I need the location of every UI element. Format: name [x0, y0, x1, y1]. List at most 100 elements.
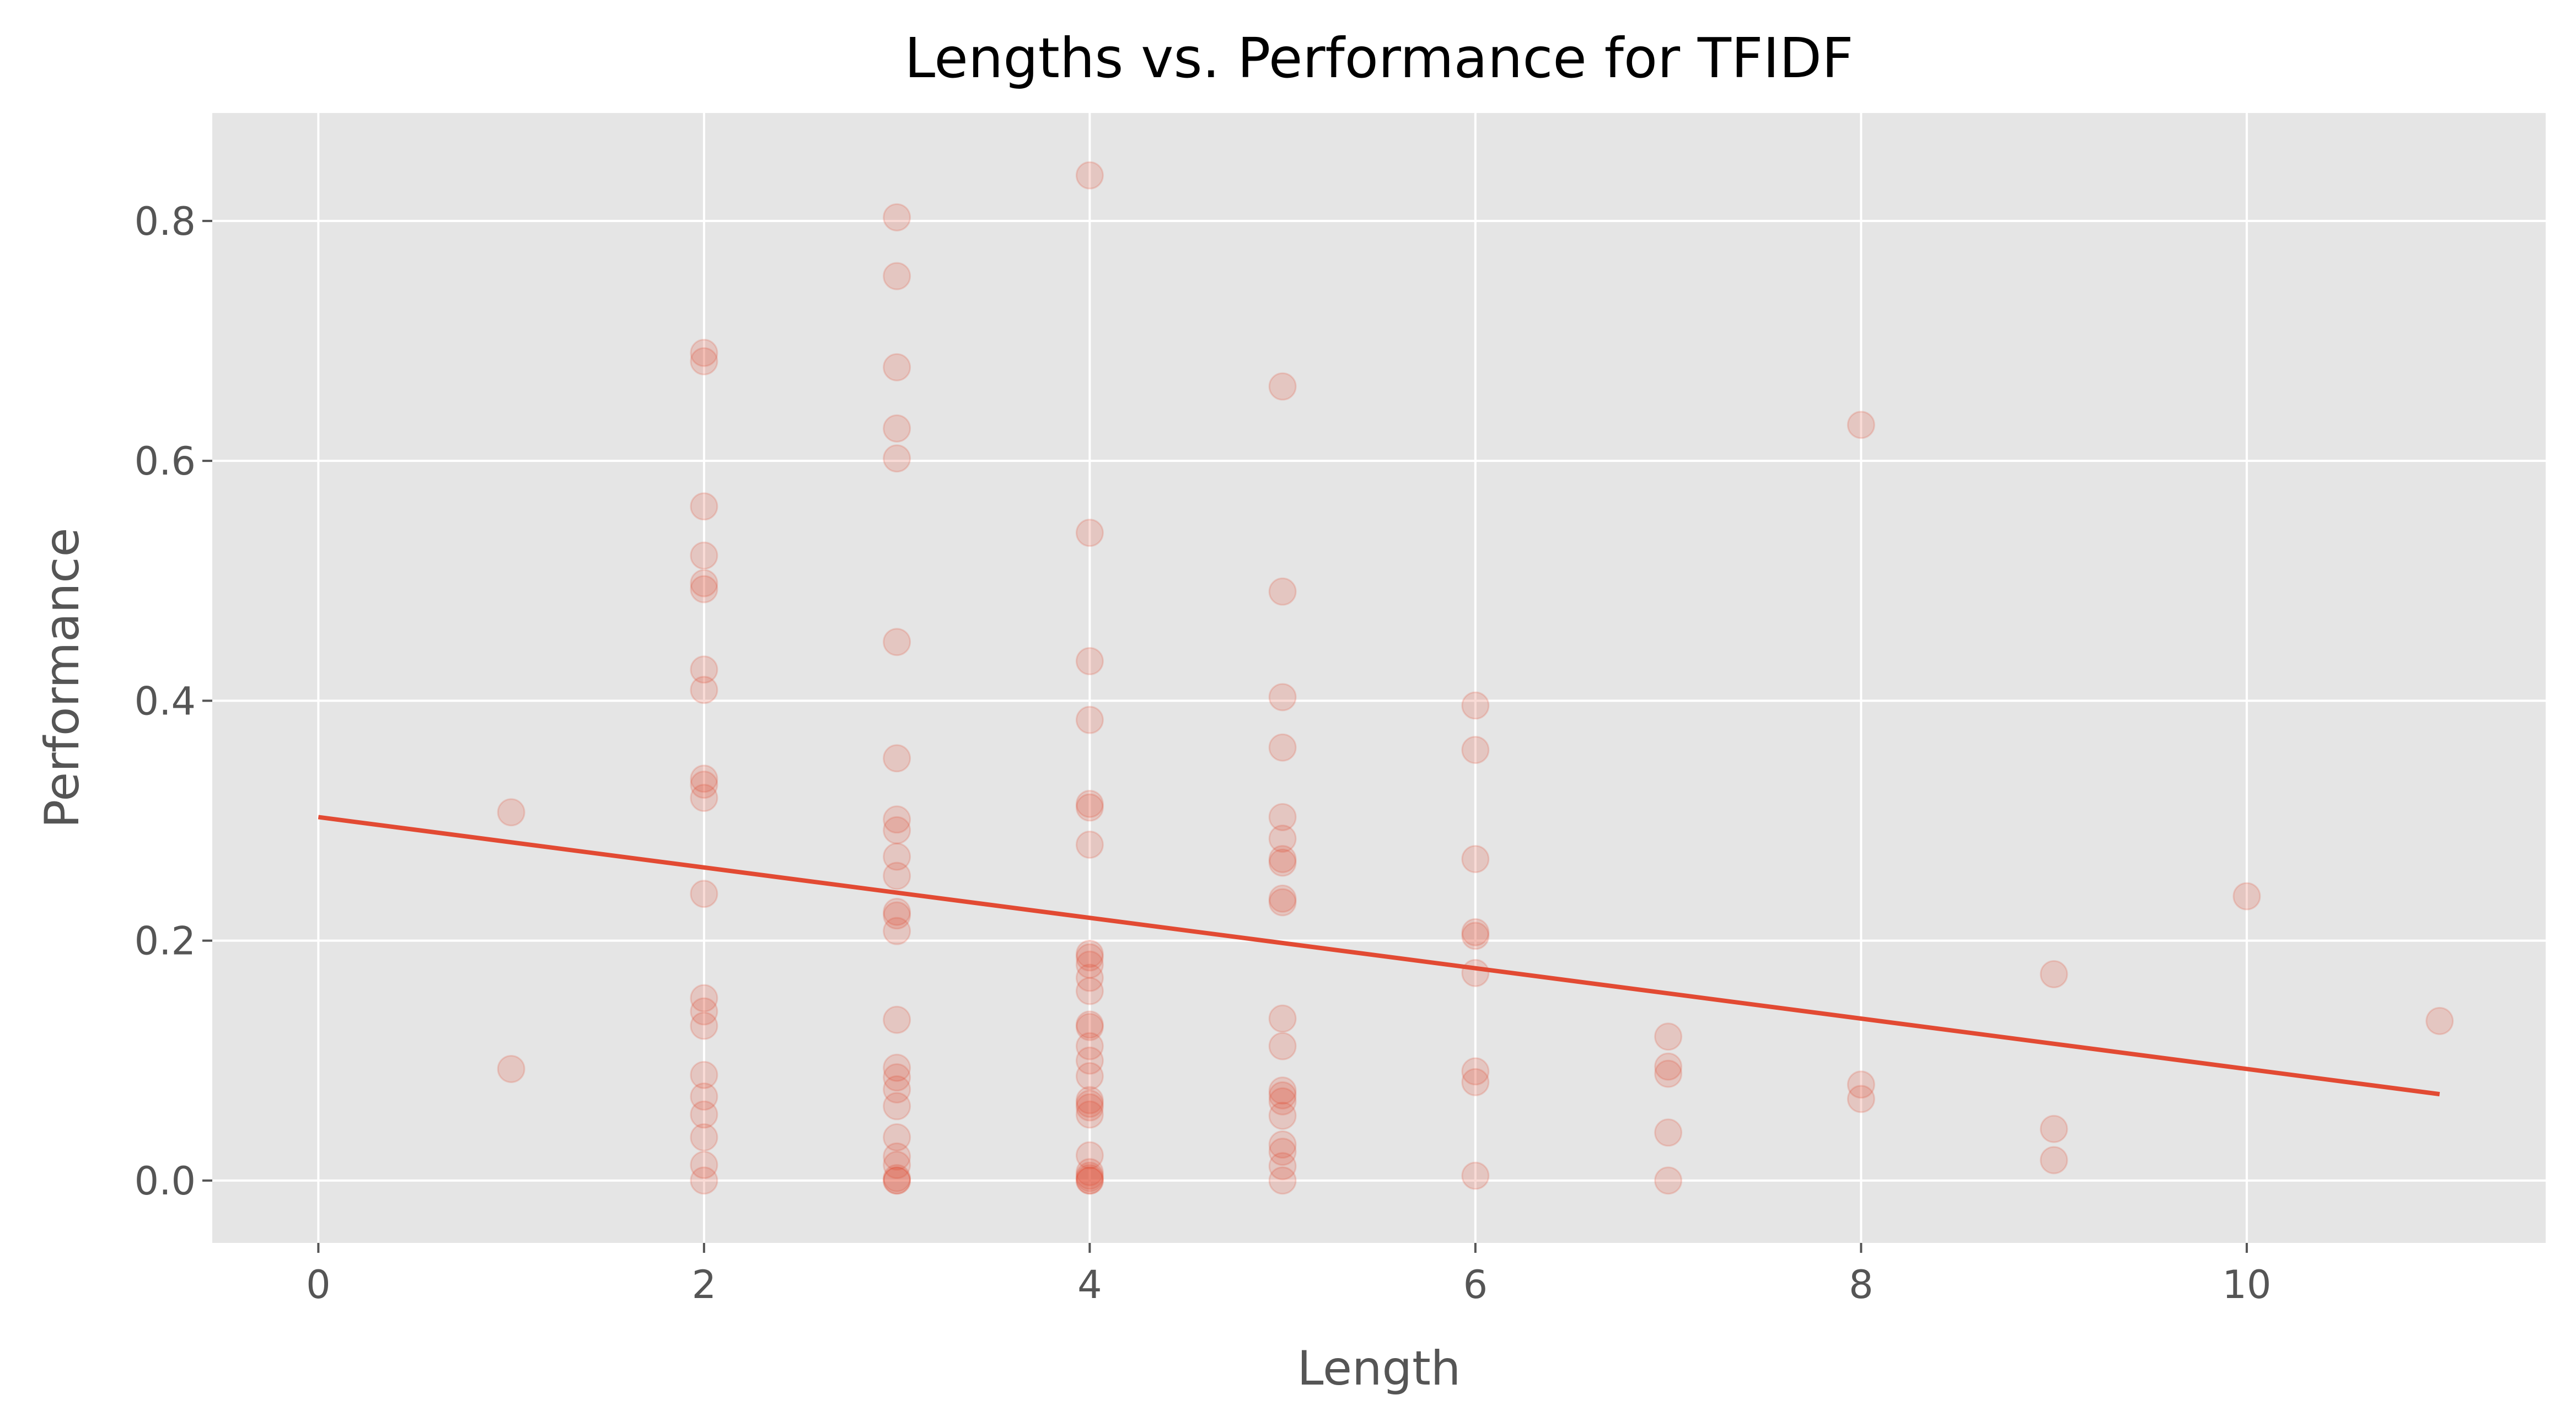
data-point: [497, 1054, 525, 1083]
data-point: [1075, 793, 1104, 822]
data-point: [883, 744, 911, 773]
data-point: [1268, 848, 1297, 877]
data-point: [690, 492, 718, 521]
data-point: [1075, 647, 1104, 676]
data-point: [2040, 1114, 2068, 1143]
data-point: [1075, 1141, 1104, 1170]
data-point: [1461, 691, 1490, 720]
data-point: [1461, 1068, 1490, 1096]
data-point: [690, 1060, 718, 1089]
data-point: [1847, 1070, 1875, 1099]
axis-ticks: 0 2 4 6 8 10 0.0 0.2 0.4 0.6 0.8: [135, 199, 2272, 1307]
data-point: [1847, 1085, 1875, 1113]
data-point: [1075, 1100, 1104, 1129]
data-point: [1847, 411, 1875, 439]
data-point: [1075, 161, 1104, 190]
x-tick-label: 4: [1077, 1262, 1102, 1307]
data-point: [1654, 1059, 1683, 1088]
data-point: [883, 805, 911, 834]
data-point: [1075, 943, 1104, 972]
data-point: [883, 203, 911, 231]
data-point: [1075, 950, 1104, 979]
data-point: [1268, 803, 1297, 831]
data-point: [883, 897, 911, 926]
data-point: [1461, 922, 1490, 950]
data-point: [883, 1053, 911, 1082]
data-point: [1075, 977, 1104, 1005]
data-point: [690, 1083, 718, 1111]
data-point: [1268, 884, 1297, 913]
data-point: [497, 798, 525, 827]
data-point: [1268, 1004, 1297, 1033]
data-point: [1075, 1164, 1104, 1192]
data-point: [883, 901, 911, 930]
data-point: [1075, 963, 1104, 992]
data-point: [1075, 1166, 1104, 1195]
data-point: [2040, 960, 2068, 989]
data-point: [690, 1011, 718, 1040]
x-axis-label: Length: [1297, 1341, 1461, 1396]
data-point: [690, 569, 718, 597]
x-tick-label: 0: [306, 1262, 331, 1307]
data-point: [1268, 1081, 1297, 1110]
data-point: [883, 1075, 911, 1103]
data-point: [1268, 1076, 1297, 1105]
data-point: [690, 1100, 718, 1129]
y-axis-label: Performance: [35, 528, 90, 828]
data-point: [1461, 1161, 1490, 1190]
data-point: [690, 655, 718, 684]
y-tick-label: 0.4: [135, 679, 196, 724]
data-point: [1268, 1138, 1297, 1166]
data-point: [883, 262, 911, 290]
grid: [212, 113, 2546, 1243]
data-point: [690, 676, 718, 704]
data-point: [883, 842, 911, 871]
data-point: [1654, 1022, 1683, 1051]
data-point: [1461, 1057, 1490, 1086]
data-point: [1075, 1013, 1104, 1041]
data-point: [1075, 1046, 1104, 1075]
data-point: [1268, 825, 1297, 853]
data-point: [1268, 577, 1297, 606]
data-point: [1075, 1166, 1104, 1195]
data-point: [1268, 1032, 1297, 1060]
data-point: [690, 1123, 718, 1151]
data-point: [1075, 1062, 1104, 1091]
data-point: [1075, 940, 1104, 968]
data-point: [883, 1092, 911, 1121]
data-point: [690, 1151, 718, 1180]
data-point: [2040, 1146, 2068, 1175]
data-point: [690, 764, 718, 793]
trend-line: [318, 815, 2440, 1097]
y-tick-label: 0.6: [135, 439, 196, 484]
data-point: [690, 880, 718, 908]
data-point: [883, 1005, 911, 1034]
data-point: [883, 1164, 911, 1192]
data-point: [883, 816, 911, 844]
data-point: [883, 1142, 911, 1171]
data-point: [1075, 1090, 1104, 1118]
data-point: [1268, 888, 1297, 917]
data-point: [883, 353, 911, 381]
data-point: [1075, 1010, 1104, 1039]
data-point: [1461, 736, 1490, 764]
data-point: [1268, 1152, 1297, 1181]
data-point: [1075, 790, 1104, 818]
data-point: [883, 414, 911, 443]
data-point: [1268, 683, 1297, 712]
data-point: [1268, 1166, 1297, 1195]
data-point: [1075, 519, 1104, 547]
chart-title: Lengths vs. Performance for TFIDF: [904, 26, 1853, 90]
data-point: [1268, 1087, 1297, 1116]
x-tick-label: 10: [2222, 1262, 2271, 1307]
data-point: [1075, 1093, 1104, 1122]
data-point: [883, 917, 911, 945]
data-point: [1461, 845, 1490, 874]
data-point: [1461, 958, 1490, 987]
data-point: [1075, 706, 1104, 734]
data-point: [1268, 372, 1297, 401]
data-point: [690, 338, 718, 367]
plot-area: [212, 113, 2546, 1243]
data-point: [690, 984, 718, 1013]
data-point: [690, 575, 718, 604]
